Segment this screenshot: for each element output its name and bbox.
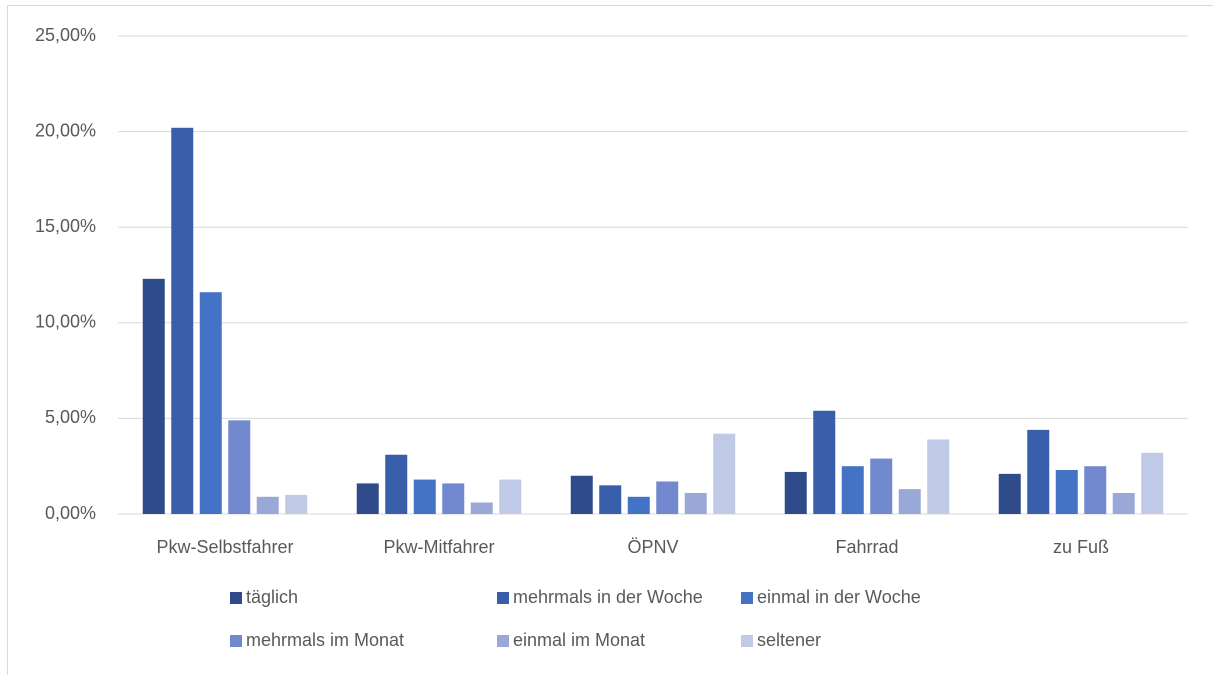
legend-swatch [230, 635, 242, 647]
legend-swatch [230, 592, 242, 604]
bar [1027, 430, 1049, 514]
legend-swatch [741, 592, 753, 604]
bar [599, 485, 621, 514]
bar [499, 480, 521, 514]
bar [257, 497, 279, 514]
bar [385, 455, 407, 514]
x-tick-label: Pkw-Selbstfahrer [156, 537, 293, 557]
y-tick-label: 15,00% [35, 216, 96, 236]
y-tick-label: 10,00% [35, 312, 96, 332]
legend-label: seltener [757, 630, 821, 650]
bar [870, 459, 892, 514]
bar [357, 483, 379, 514]
bar [1056, 470, 1078, 514]
legend-swatch [497, 635, 509, 647]
bar [171, 128, 193, 514]
legend-label: mehrmals in der Woche [513, 587, 703, 607]
x-tick-label: ÖPNV [627, 537, 678, 557]
bar [628, 497, 650, 514]
bar [899, 489, 921, 514]
y-tick-label: 0,00% [45, 503, 96, 523]
legend-label: einmal im Monat [513, 630, 645, 650]
legend-label: einmal in der Woche [757, 587, 921, 607]
x-tick-label: Fahrrad [835, 537, 898, 557]
bar [713, 434, 735, 514]
bar [285, 495, 307, 514]
y-tick-label: 5,00% [45, 407, 96, 427]
bar [842, 466, 864, 514]
bar [471, 503, 493, 514]
bar [927, 439, 949, 514]
bar [414, 480, 436, 514]
bar [442, 483, 464, 514]
bar [785, 472, 807, 514]
bar [143, 279, 165, 514]
bar [1141, 453, 1163, 514]
legend-label: mehrmals im Monat [246, 630, 404, 650]
bar [228, 420, 250, 514]
bar [1084, 466, 1106, 514]
legend-swatch [497, 592, 509, 604]
x-tick-label: Pkw-Mitfahrer [383, 537, 494, 557]
bar [1113, 493, 1135, 514]
legend-label: täglich [246, 587, 298, 607]
bar [571, 476, 593, 514]
y-tick-label: 20,00% [35, 120, 96, 140]
bar [200, 292, 222, 514]
bar [656, 481, 678, 514]
bar [999, 474, 1021, 514]
bar [813, 411, 835, 514]
y-tick-label: 25,00% [35, 25, 96, 45]
legend-swatch [741, 635, 753, 647]
x-tick-label: zu Fuß [1053, 537, 1109, 557]
bar [685, 493, 707, 514]
